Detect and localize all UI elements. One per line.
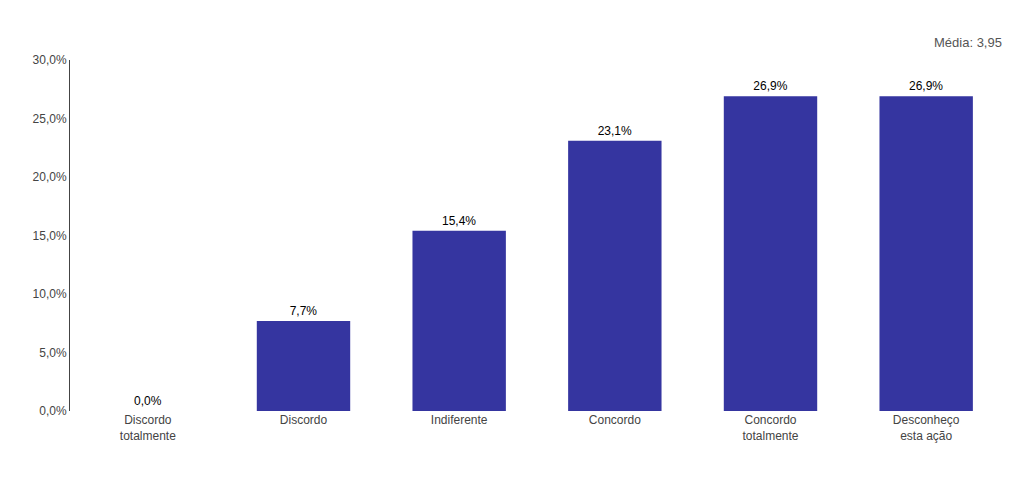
svg-text:23,1%: 23,1%: [598, 124, 632, 138]
svg-text:Concordototalmente: Concordototalmente: [742, 413, 798, 443]
svg-text:0,0%: 0,0%: [134, 394, 162, 408]
svg-text:5,0%: 5,0%: [39, 346, 67, 360]
svg-text:Indiferente: Indiferente: [431, 413, 488, 427]
svg-text:25,0%: 25,0%: [33, 112, 67, 126]
svg-text:Desconheçoesta ação: Desconheçoesta ação: [893, 413, 960, 443]
svg-text:15,4%: 15,4%: [442, 214, 476, 228]
svg-text:Média: 3,95: Média: 3,95: [934, 35, 1002, 50]
svg-text:20,0%: 20,0%: [33, 170, 67, 184]
svg-text:26,9%: 26,9%: [909, 79, 943, 93]
svg-text:7,7%: 7,7%: [290, 304, 318, 318]
svg-text:30,0%: 30,0%: [33, 53, 67, 67]
svg-text:15,0%: 15,0%: [33, 229, 67, 243]
svg-text:26,9%: 26,9%: [753, 79, 787, 93]
svg-text:0,0%: 0,0%: [39, 404, 67, 418]
svg-text:Discordo: Discordo: [280, 413, 328, 427]
svg-text:Concordo: Concordo: [589, 413, 641, 427]
svg-text:Discordototalmente: Discordototalmente: [120, 413, 176, 443]
svg-text:10,0%: 10,0%: [33, 287, 67, 301]
